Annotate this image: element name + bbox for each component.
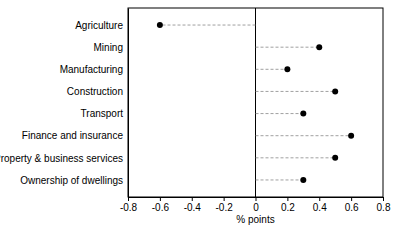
dot [332, 88, 338, 94]
x-tick-mark [128, 197, 129, 201]
y-axis: Agriculture Mining Manufacturing Constructi… [0, 9, 129, 198]
y-tick: Agriculture [75, 20, 128, 31]
stem [256, 179, 304, 180]
y-tick: Property & business services [0, 153, 128, 164]
y-tick-label: Transport [81, 108, 124, 119]
x-tick: -0.6 [152, 197, 170, 213]
y-tick-label: Mining [94, 42, 123, 53]
chart: -0.8 -0.6 -0.4 -0.2 0 0.2 0.4 0.6 0.8 Agriculture… [0, 0, 397, 227]
x-tick-label: 0.8 [377, 202, 391, 213]
y-tick: Manufacturing [60, 64, 128, 75]
x-tick: 0.2 [281, 197, 295, 213]
zero-line [255, 8, 256, 197]
x-tick: -0.4 [184, 197, 202, 213]
x-tick-label: -0.8 [120, 202, 138, 213]
y-tick: Mining [94, 42, 128, 53]
x-tick: 0.4 [313, 197, 327, 213]
x-tick-mark [256, 197, 257, 201]
x-tick-mark [160, 197, 161, 201]
x-tick-mark [351, 197, 352, 201]
x-tick: -0.2 [216, 197, 234, 213]
x-tick-label: -0.2 [216, 202, 234, 213]
y-tick-label: Ownership of dwellings [20, 175, 123, 186]
plot-frame [128, 8, 383, 197]
x-tick-mark [319, 197, 320, 201]
y-tick-label: Construction [67, 86, 123, 97]
x-tick-label: 0 [253, 202, 259, 213]
x-tick-label: 0.4 [313, 202, 327, 213]
stem [256, 135, 352, 136]
x-tick: 0.6 [345, 197, 359, 213]
marks [157, 22, 354, 183]
y-tick-label: Property & business services [0, 153, 123, 164]
y-tick: Transport [81, 108, 128, 119]
x-tick-label: 0.6 [345, 202, 359, 213]
y-tick-label: Agriculture [75, 20, 123, 31]
dot [316, 44, 322, 50]
stem [256, 91, 336, 92]
y-axis-line [128, 9, 129, 198]
x-axis: -0.8 -0.6 -0.4 -0.2 0 0.2 0.4 0.6 0.8 [120, 197, 391, 213]
stem [160, 25, 256, 26]
x-tick: 0.8 [377, 197, 391, 213]
stem [256, 157, 336, 158]
dot [157, 22, 163, 28]
dot [348, 133, 354, 139]
y-tick-label: Manufacturing [60, 64, 123, 75]
x-tick: -0.8 [120, 197, 138, 213]
y-tick: Finance and insurance [22, 130, 128, 141]
y-tick: Ownership of dwellings [20, 175, 128, 186]
x-axis-title: % points [236, 214, 274, 225]
y-tick-label: Finance and insurance [22, 130, 124, 141]
stem [256, 47, 320, 48]
x-tick-label: -0.6 [152, 202, 170, 213]
x-tick-mark [287, 197, 288, 201]
x-tick-mark [383, 197, 384, 201]
dot [300, 111, 306, 117]
dot [284, 66, 290, 72]
stem [256, 69, 288, 70]
x-tick-label: 0.2 [281, 202, 295, 213]
x-tick-label: -0.4 [184, 202, 202, 213]
dot [332, 155, 338, 161]
y-tick: Construction [67, 86, 128, 97]
x-tick-mark [224, 197, 225, 201]
plot: -0.8 -0.6 -0.4 -0.2 0 0.2 0.4 0.6 0.8 Agriculture… [0, 8, 391, 213]
dot [300, 177, 306, 183]
x-tick: 0 [253, 197, 259, 213]
stem [256, 113, 304, 114]
x-tick-mark [192, 197, 193, 201]
